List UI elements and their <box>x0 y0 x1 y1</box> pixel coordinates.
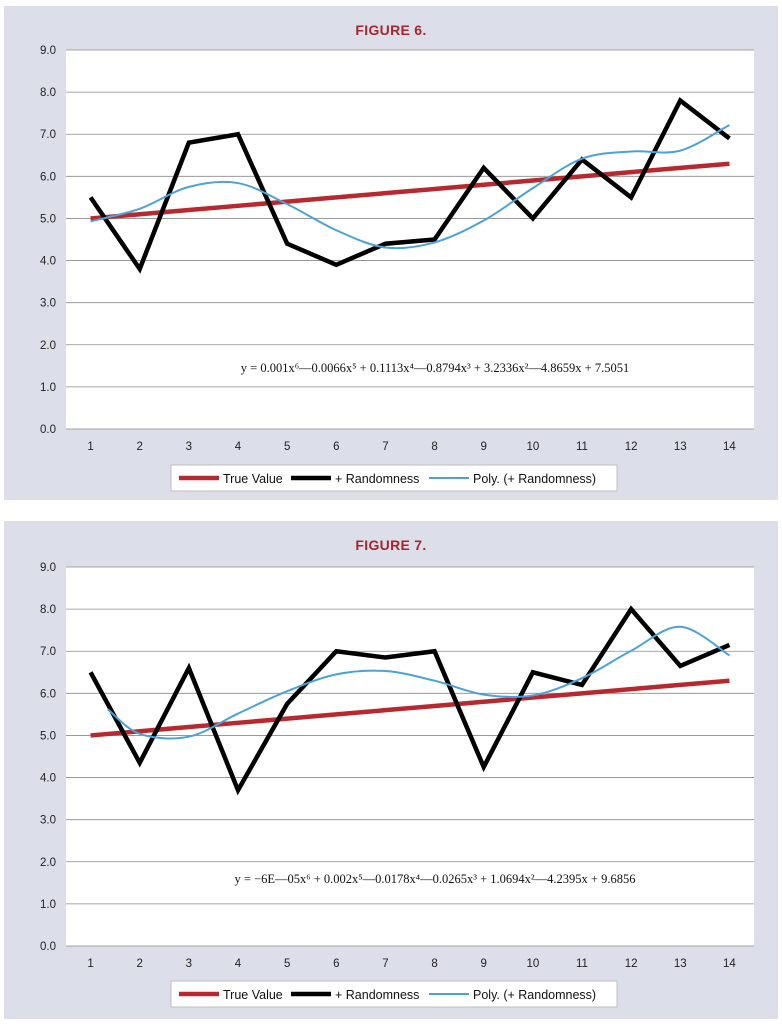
x-tick-label: 6 <box>333 441 339 453</box>
legend-label: Poly. (+ Randomness) <box>473 988 596 1002</box>
x-tick-label: 12 <box>625 441 638 453</box>
y-tick-label: 1.0 <box>40 382 56 394</box>
trendline-equation: y = −6E—05x⁶ + 0.002x⁵—0.0178x⁴—0.0265x³… <box>235 872 636 886</box>
legend-label: True Value <box>223 472 283 486</box>
legend-label: True Value <box>223 988 283 1002</box>
x-tick-label: 12 <box>625 958 638 970</box>
x-tick-label: 14 <box>723 958 736 970</box>
x-tick-label: 1 <box>87 441 93 453</box>
y-tick-label: 7.0 <box>40 646 56 658</box>
y-tick-label: 3.0 <box>40 298 56 310</box>
figure-7-panel: FIGURE 7. 0.0 1.0 2.0 3.0 4.0 5.0 6.0 7.0 8.0 9.0… <box>4 521 778 1019</box>
figure-6-panel: FIGURE 6. 0.0 1.0 2.0 3.0 4.0 5.0 6.0 7.0 8.0 9.0… <box>4 6 778 500</box>
x-tick-label: 9 <box>481 441 487 453</box>
y-tick-label: 3.0 <box>40 815 56 827</box>
y-tick-label: 2.0 <box>40 857 56 869</box>
y-tick-label: 6.0 <box>40 171 56 183</box>
x-tick-label: 14 <box>723 441 736 453</box>
legend-label: + Randomness <box>335 472 419 486</box>
x-tick-label: 3 <box>186 441 192 453</box>
x-tick-label: 10 <box>526 958 539 970</box>
x-tick-label: 9 <box>481 958 487 970</box>
y-tick-label: 7.0 <box>40 129 56 141</box>
series-randomness <box>88 605 731 796</box>
legend-label: + Randomness <box>335 988 419 1002</box>
x-tick-label: 6 <box>333 958 339 970</box>
x-tick-label: 5 <box>284 441 290 453</box>
figure-title: FIGURE 7. <box>355 537 427 553</box>
x-tick-label: 10 <box>526 441 539 453</box>
y-tick-label: 6.0 <box>40 688 56 700</box>
x-tick-label: 13 <box>674 958 687 970</box>
x-tick-label: 8 <box>431 441 437 453</box>
x-tick-label: 8 <box>431 958 437 970</box>
series-true-value <box>90 678 730 738</box>
x-tick-label: 13 <box>674 441 687 453</box>
figure-7-chart: 0.01.02.03.04.05.06.07.08.09.01 2 3 4 5 6 7 8 9 1… <box>40 562 754 1008</box>
y-tick-label: 4.0 <box>40 256 56 268</box>
x-tick-label: 1 <box>87 958 93 970</box>
x-tick-label: 2 <box>137 958 143 970</box>
y-tick-label: 1.0 <box>40 899 56 911</box>
y-tick-label: 8.0 <box>40 604 56 616</box>
figure-title: FIGURE 6. <box>355 22 427 38</box>
x-tick-label: 2 <box>137 441 143 453</box>
series-true-value <box>90 161 730 221</box>
x-tick-label: 7 <box>382 958 388 970</box>
x-tick-label: 4 <box>235 441 242 453</box>
figure-6-chart: 0.01.02.03.04.05.06.07.08.09.01 2 3 4 5 6 7 8 9 1… <box>40 45 754 492</box>
legend <box>170 980 618 1008</box>
y-tick-label: 4.0 <box>40 773 56 785</box>
y-tick-label: 9.0 <box>40 562 56 574</box>
series-randomness <box>88 97 731 274</box>
plot-area <box>66 567 754 946</box>
y-tick-label: 0.0 <box>40 941 56 953</box>
y-tick-label: 5.0 <box>40 213 56 225</box>
legend <box>170 464 618 492</box>
series-poly-trendline <box>90 124 730 250</box>
x-tick-label: 5 <box>284 958 290 970</box>
x-tick-label: 3 <box>186 958 192 970</box>
trendline-equation: y = 0.001x⁶—0.0066x⁵ + 0.1113x⁴—0.8794x³… <box>241 361 629 375</box>
x-tick-label: 11 <box>576 958 588 970</box>
y-tick-label: 0.0 <box>40 424 56 436</box>
x-tick-label: 11 <box>576 441 588 453</box>
y-tick-label: 2.0 <box>40 340 56 352</box>
x-tick-label: 7 <box>382 441 388 453</box>
y-tick-label: 8.0 <box>40 87 56 99</box>
x-tick-label: 4 <box>235 958 242 970</box>
legend-label: Poly. (+ Randomness) <box>473 472 596 486</box>
y-tick-label: 5.0 <box>40 730 56 742</box>
series-poly-trendline <box>107 625 730 740</box>
y-tick-label: 9.0 <box>40 45 56 57</box>
